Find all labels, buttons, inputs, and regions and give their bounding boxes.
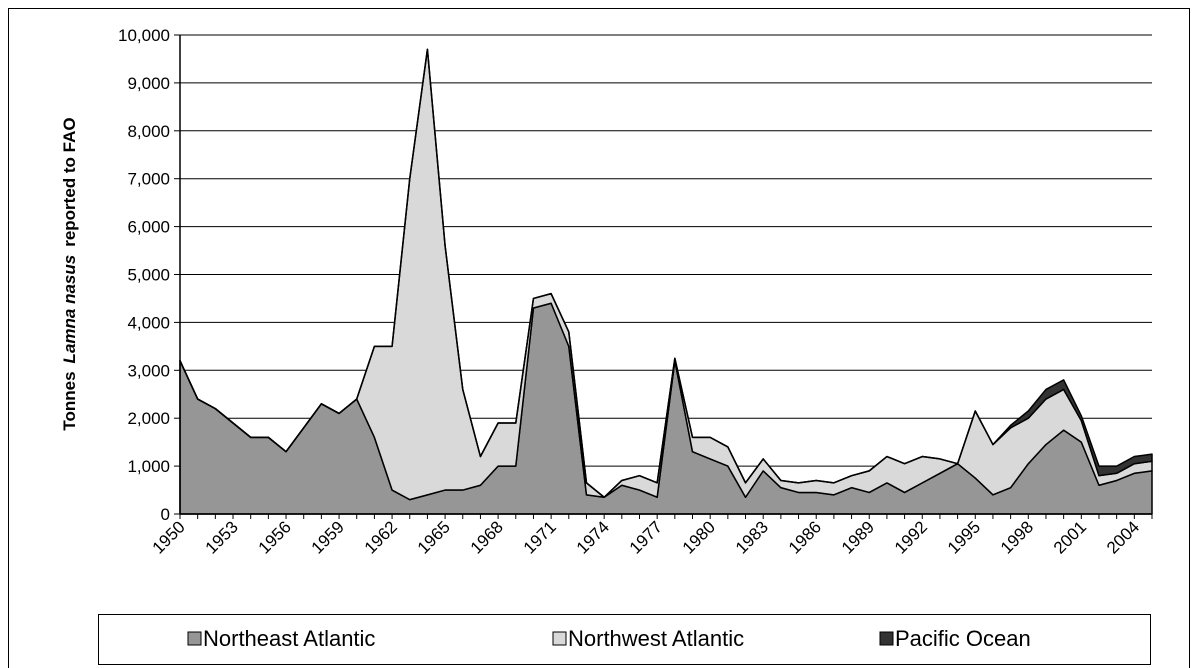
y-tick-label: 3,000: [127, 361, 170, 380]
x-tick-label: 1977: [626, 517, 666, 557]
x-tick-label: 1986: [785, 517, 825, 557]
legend-label: Pacific Ocean: [895, 626, 1031, 651]
legend-swatch: [879, 631, 894, 646]
y-tick-label: 9,000: [127, 74, 170, 93]
legend: Northeast Atlantic Northwest Atlantic Paci…: [187, 626, 1031, 651]
x-tick-label: 1959: [308, 517, 348, 557]
y-label-part: Lamna nasus: [60, 255, 79, 364]
axes: 0 1,000 2,000 3,000 4,000 5,000 6,000 7,000 8,00…: [118, 26, 1153, 558]
y-tick-label: 7,000: [127, 170, 170, 189]
y-tick-label: 0: [161, 505, 170, 524]
x-tick-label: 1995: [944, 517, 984, 557]
area: [179, 48, 1153, 498]
y-tick-label: 5,000: [127, 266, 170, 285]
x-tick-label: 1953: [202, 517, 242, 557]
y-axis-label: Tonnes Lamna nasus reported to FAO: [60, 117, 79, 430]
areas: [179, 48, 1153, 515]
x-tick-label: 2004: [1103, 517, 1143, 557]
x-tick-label: 2001: [1050, 517, 1090, 557]
y-tick-label: 1,000: [127, 457, 170, 476]
legend-box: [98, 614, 1151, 665]
y-label-part: reported to FAO: [60, 117, 79, 246]
legend-label: Northwest Atlantic: [568, 626, 744, 651]
x-tick-label: 1968: [467, 517, 507, 557]
x-tick-label: 1980: [679, 517, 719, 557]
x-tick-label: 1992: [891, 517, 931, 557]
x-tick-label: 1989: [838, 517, 878, 557]
x-tick-label: 1983: [732, 517, 772, 557]
chart-border: [8, 8, 1190, 668]
y-tick-label: 8,000: [127, 122, 170, 141]
x-tick-label: 1950: [149, 517, 189, 557]
legend-swatch: [187, 631, 202, 646]
y-tick-label: 6,000: [127, 218, 170, 237]
x-tick-label: 1962: [361, 517, 401, 557]
legend-swatch: [552, 631, 567, 646]
legend-label: Northeast Atlantic: [203, 626, 375, 651]
x-tick-label: 1965: [414, 517, 454, 557]
y-tick-label: 10,000: [118, 26, 170, 45]
x-tick-label: 1998: [997, 517, 1037, 557]
x-tick-label: 1956: [255, 517, 295, 557]
y-tick-label: 4,000: [127, 313, 170, 332]
y-label-part: Tonnes: [60, 371, 79, 430]
y-tick-label: 2,000: [127, 409, 170, 428]
x-tick-label: 1974: [573, 517, 613, 557]
x-tick-label: 1971: [520, 517, 560, 557]
